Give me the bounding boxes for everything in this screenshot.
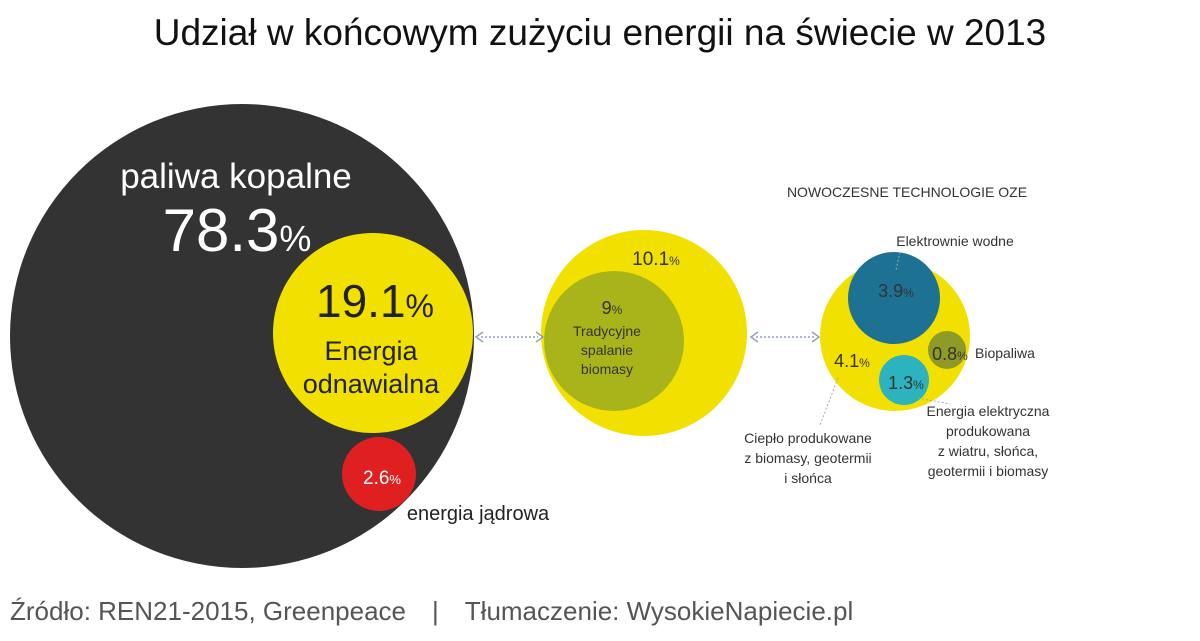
- value-hydro: 3.9%: [878, 281, 914, 301]
- bubble-nuclear: [342, 437, 416, 511]
- bubble-wind-solar: [879, 355, 929, 405]
- leader-wind-solar: [917, 397, 951, 405]
- value-biofuel: 0.8%: [932, 344, 968, 364]
- label-nuclear: energia jądrowa: [407, 503, 550, 525]
- value-renewable: 19.1%: [316, 275, 434, 327]
- value-fossil: 78.3%: [163, 197, 312, 264]
- label-modern-total: Ciepło produkowane z biomasy, geotermii i …: [744, 430, 872, 486]
- leader-modern-total: [819, 377, 839, 426]
- bubble-biofuel: [928, 331, 966, 369]
- value-renewable-breakdown: 10.1%: [632, 249, 680, 270]
- value-modern-total: 4.1%: [834, 351, 870, 371]
- translation-credit: Tłumaczenie: WysokieNapiecie.pl: [464, 596, 854, 626]
- source-text: Źródło: REN21-2015, Greenpeace: [10, 596, 407, 626]
- connector-renewable-arrow-left: [474, 331, 484, 343]
- connector-modern-arrow-left: [749, 331, 759, 343]
- label-hydro: Elektrownie wodne: [896, 233, 1014, 249]
- source-line: Źródło: REN21-2015, Greenpeace | Tłumaczen…: [10, 596, 853, 627]
- label-fossil: paliwa kopalne: [120, 157, 352, 196]
- value-traditional-biomass: 9%: [602, 298, 623, 318]
- label-renewable: Energia odnawialna: [303, 336, 441, 399]
- label-traditional-biomass: Tradycyjne spalanie biomasy: [573, 323, 641, 377]
- leader-hydro: [895, 251, 901, 271]
- chart-title: Udział w końcowym zużyciu energii na świ…: [153, 12, 1047, 53]
- bubble-hydro: [848, 252, 940, 344]
- source-separator: |: [432, 596, 439, 626]
- label-wind-solar: Energia elektryczna produkowana z wiatru, …: [927, 403, 1050, 479]
- connector-renewable-arrow-right: [535, 331, 545, 343]
- modern-group-title: NOWOCZESNE TECHNOLOGIE OZE: [787, 184, 1027, 200]
- connector-modern-arrow-right: [811, 331, 821, 343]
- value-nuclear: 2.6%: [363, 468, 401, 489]
- bubble-renewable: [273, 233, 473, 433]
- value-wind-solar: 1.3%: [888, 373, 924, 393]
- bubble-traditional-biomass: [544, 271, 684, 411]
- label-biofuel: Biopaliwa: [975, 345, 1035, 361]
